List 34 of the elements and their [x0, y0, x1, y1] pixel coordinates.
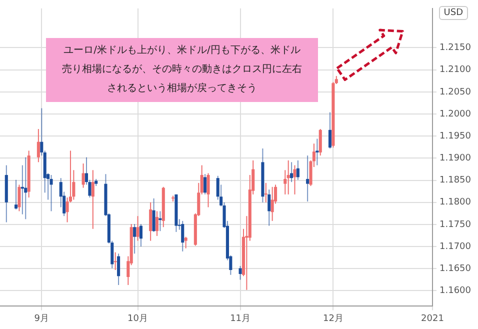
y-axis-title: USD: [438, 6, 468, 20]
y-tick-label: 1.1900: [440, 154, 472, 164]
y-tick-label: 1.1650: [440, 264, 472, 274]
y-tick-label: 1.2050: [440, 87, 472, 98]
candlestick: [155, 210, 159, 236]
y-tick-label: 1.1800: [440, 198, 472, 208]
candlestick: [318, 128, 322, 156]
y-tick-label: 1.1700: [440, 242, 472, 252]
y-tick-label: 1.1850: [440, 176, 472, 186]
x-tick-label: 12月: [322, 314, 344, 324]
candlestick: [270, 186, 274, 222]
y-tick-label: 1.1950: [440, 131, 472, 142]
annotation: ユーロ/米ドルも上がり、米ドル/円も下がる、米ドル売り相場になるが、その時々の動きはクロス円に左右されるという相場が戻ってきそう: [62, 44, 302, 96]
candlestick: [149, 202, 152, 242]
x-tick-label: 2021: [421, 314, 444, 324]
y-tick-label: 1.2100: [440, 65, 472, 76]
y-tick-label: 1.2000: [440, 109, 472, 120]
y-tick-label: 1.1750: [440, 220, 472, 230]
candlestick: [264, 182, 268, 203]
x-tick-label: 9月: [34, 314, 50, 324]
candlestick: [91, 170, 94, 230]
candlestick: [136, 216, 140, 242]
x-tick-label: 11月: [230, 314, 251, 324]
y-tick-label: 1.1600: [440, 286, 472, 296]
candlestick: [82, 162, 85, 188]
candlestick: [36, 128, 40, 163]
candlestick: [18, 184, 21, 212]
candlestick: [293, 164, 296, 195]
candlestick: [184, 236, 188, 249]
x-tick-label: 10月: [128, 314, 148, 324]
candlestick: [206, 172, 210, 208]
candlestick: [286, 160, 290, 195]
candlestick: [114, 252, 117, 270]
y-tick-label: 1.2150: [440, 43, 472, 54]
